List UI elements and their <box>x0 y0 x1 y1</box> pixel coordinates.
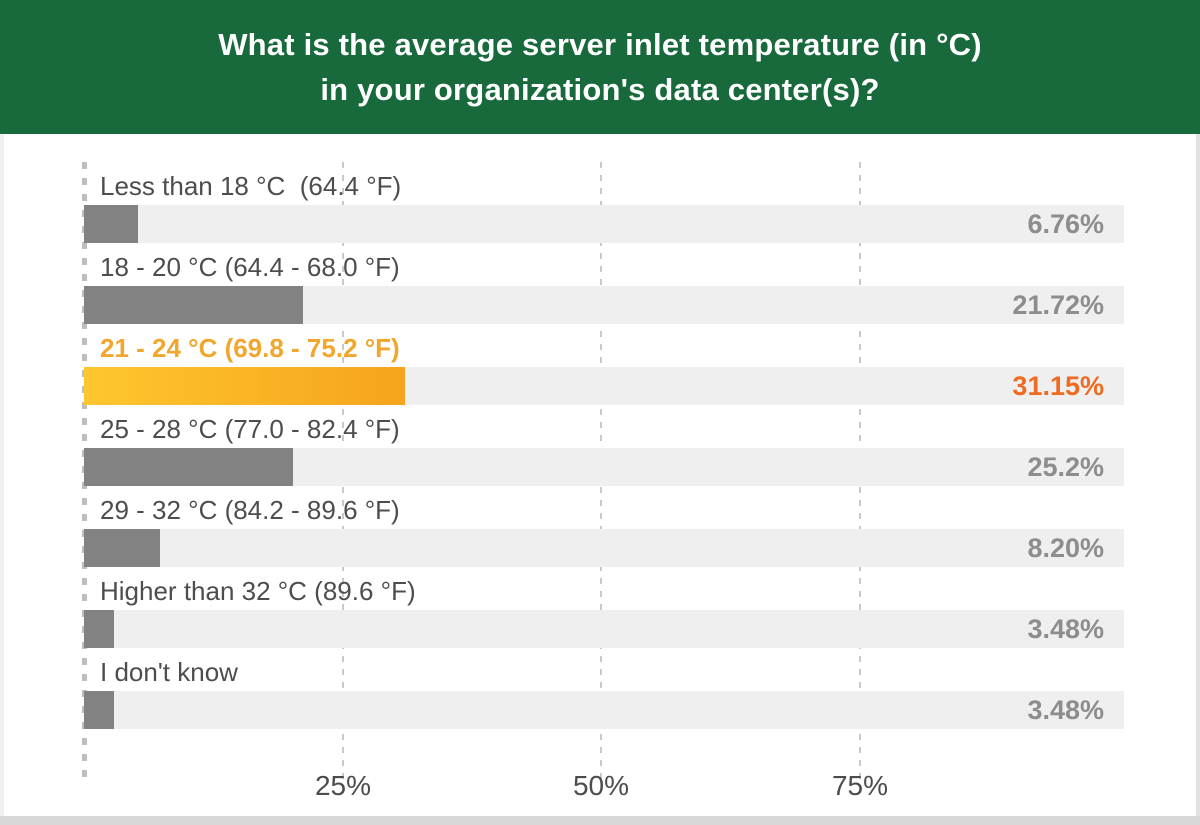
bar-fill <box>84 448 293 486</box>
bar-fill <box>84 529 160 567</box>
bar-fill <box>84 691 114 729</box>
bar-track <box>84 448 1124 486</box>
x-axis-tick-label: 25% <box>314 770 372 801</box>
bar-fill <box>84 367 405 405</box>
bottom-border <box>0 816 1200 825</box>
category-label: Higher than 32 °C (89.6 °F) <box>100 576 416 606</box>
value-label: 6.76% <box>1027 209 1104 239</box>
bar-fill <box>84 286 303 324</box>
category-label: 18 - 20 °C (64.4 - 68.0 °F) <box>100 252 400 282</box>
category-label: 25 - 28 °C (77.0 - 82.4 °F) <box>100 414 400 444</box>
bar-track <box>84 610 1124 648</box>
bar-chart: Less than 18 °C (64.4 °F) 6.76% 18 - 20 °C… <box>0 134 1200 825</box>
bar-fill <box>84 610 114 648</box>
value-label: 3.48% <box>1027 614 1104 644</box>
bar-track <box>84 529 1124 567</box>
value-label: 31.15% <box>1012 371 1104 401</box>
value-label: 8.20% <box>1027 533 1104 563</box>
value-label: 25.2% <box>1027 452 1104 482</box>
x-axis-tick-label: 75% <box>831 770 889 801</box>
category-label: Less than 18 °C (64.4 °F) <box>100 171 402 201</box>
chart-title-line2: in your organization's data center(s)? <box>320 72 880 107</box>
bar-track <box>84 286 1124 324</box>
question-header: What is the average server inlet tempera… <box>0 0 1200 134</box>
category-label: 21 - 24 °C (69.8 - 75.2 °F) <box>100 333 400 363</box>
value-label: 21.72% <box>1012 290 1104 320</box>
bar-fill <box>84 205 138 243</box>
category-label: 29 - 32 °C (84.2 - 89.6 °F) <box>100 495 400 525</box>
bar-track <box>84 205 1124 243</box>
x-axis-tick-label: 50% <box>572 770 630 801</box>
bar-track <box>84 691 1124 729</box>
value-label: 3.48% <box>1027 695 1104 725</box>
chart-title-line1: What is the average server inlet tempera… <box>218 27 982 62</box>
category-label: I don't know <box>100 657 238 687</box>
bar-track <box>84 367 1124 405</box>
